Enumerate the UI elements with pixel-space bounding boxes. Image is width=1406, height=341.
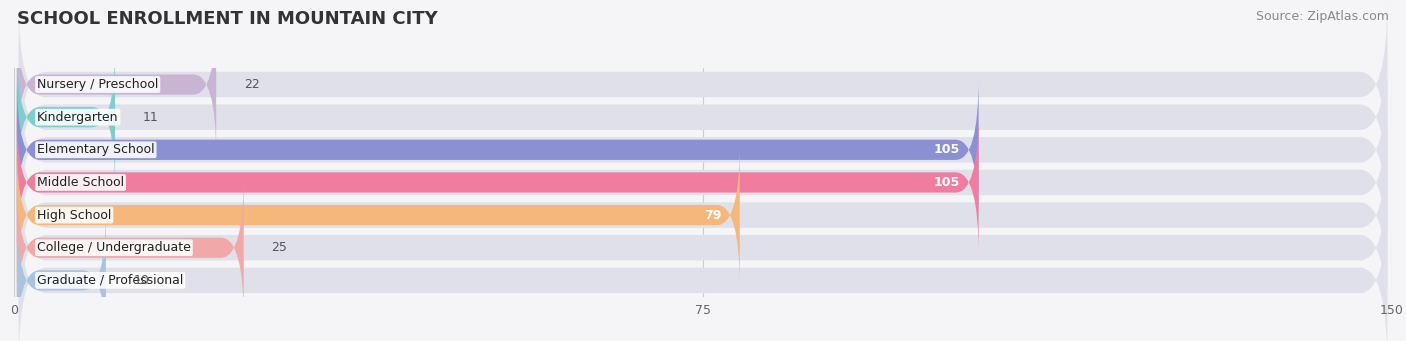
FancyBboxPatch shape <box>18 64 1388 235</box>
FancyBboxPatch shape <box>17 111 979 254</box>
Text: College / Undergraduate: College / Undergraduate <box>37 241 191 254</box>
FancyBboxPatch shape <box>18 32 1388 202</box>
Text: 22: 22 <box>243 78 260 91</box>
FancyBboxPatch shape <box>17 13 217 156</box>
Text: Middle School: Middle School <box>37 176 124 189</box>
FancyBboxPatch shape <box>18 195 1388 341</box>
Text: Kindergarten: Kindergarten <box>37 111 118 124</box>
FancyBboxPatch shape <box>17 209 105 341</box>
FancyBboxPatch shape <box>18 0 1388 170</box>
FancyBboxPatch shape <box>18 97 1388 268</box>
Text: 79: 79 <box>704 209 721 222</box>
Text: High School: High School <box>37 209 111 222</box>
Text: 10: 10 <box>134 274 149 287</box>
Text: 25: 25 <box>271 241 287 254</box>
FancyBboxPatch shape <box>17 78 979 221</box>
Text: 105: 105 <box>934 176 960 189</box>
Text: SCHOOL ENROLLMENT IN MOUNTAIN CITY: SCHOOL ENROLLMENT IN MOUNTAIN CITY <box>17 10 437 28</box>
FancyBboxPatch shape <box>17 144 740 286</box>
Text: Source: ZipAtlas.com: Source: ZipAtlas.com <box>1256 10 1389 23</box>
Text: 11: 11 <box>142 111 159 124</box>
FancyBboxPatch shape <box>18 130 1388 300</box>
FancyBboxPatch shape <box>18 163 1388 333</box>
FancyBboxPatch shape <box>17 176 243 319</box>
Text: 105: 105 <box>934 143 960 156</box>
Text: Graduate / Professional: Graduate / Professional <box>37 274 183 287</box>
Text: Nursery / Preschool: Nursery / Preschool <box>37 78 159 91</box>
FancyBboxPatch shape <box>17 46 115 189</box>
Text: Elementary School: Elementary School <box>37 143 155 156</box>
